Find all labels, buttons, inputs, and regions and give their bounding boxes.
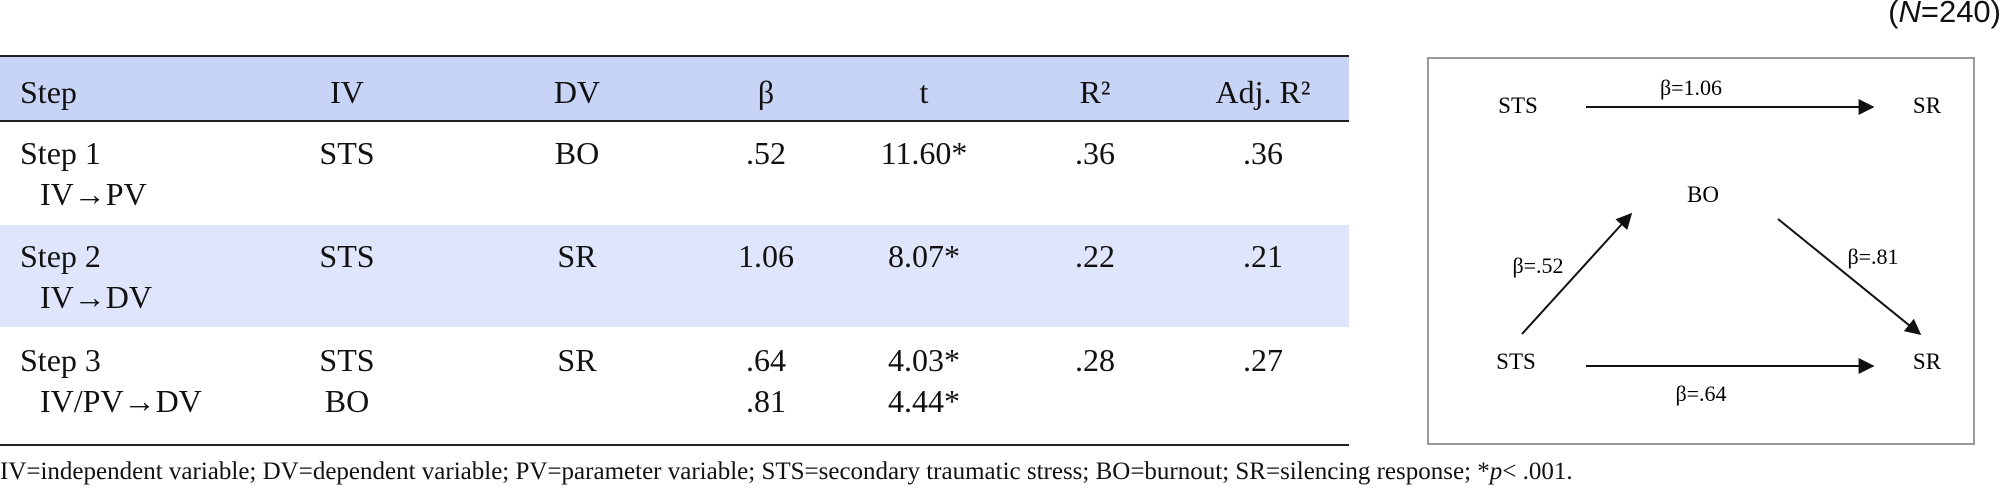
column-header: IV — [330, 74, 364, 110]
arrow — [1521, 212, 1633, 335]
edge-label: β=.64 — [1675, 381, 1726, 406]
table-cell: Step 3 — [20, 342, 101, 378]
table-cell: .28 — [1075, 342, 1115, 378]
column-header: β — [757, 74, 775, 110]
mediation-diagram: STS SR BO STS SR β=1.06 β=.52 β=.81 β=.6… — [1427, 57, 1975, 445]
table-cell: .36 — [1243, 135, 1283, 171]
table-cell: 11.60* — [880, 135, 968, 171]
table-cell: .81 — [746, 383, 786, 419]
table-cell: Step 2 — [20, 238, 101, 274]
header-rule — [0, 120, 1349, 122]
node-label: STS — [1498, 93, 1538, 118]
note-rest: =240) — [1920, 0, 2001, 29]
table-cell: .64 — [746, 342, 786, 378]
column-header: t — [919, 74, 929, 110]
bottom-rule — [0, 444, 1349, 446]
node-label: STS — [1496, 349, 1536, 374]
node-label: SR — [1913, 349, 1942, 374]
column-header: DV — [553, 74, 601, 110]
footnote: IV=independent variable; DV=dependent va… — [0, 458, 1573, 486]
table-cell: SR — [557, 238, 597, 274]
arrow — [1777, 218, 1922, 336]
edge-label: β=.52 — [1512, 253, 1563, 278]
table-cell: SR — [557, 342, 597, 378]
edge-label: β=1.06 — [1660, 75, 1722, 100]
footnote-italic: p — [1489, 458, 1503, 485]
table-cell: STS — [319, 342, 375, 378]
header-band — [0, 56, 1349, 121]
table-cell: .36 — [1075, 135, 1115, 171]
note-open: ( — [1888, 0, 1899, 29]
table-cell: .27 — [1243, 342, 1283, 378]
table-cell: IV/PV→DV — [40, 383, 202, 419]
edge-label: β=.81 — [1847, 244, 1898, 269]
table-cell: 8.07* — [888, 238, 960, 274]
column-header: Step — [20, 74, 77, 110]
footnote-rest: < .001. — [1502, 458, 1573, 485]
table-cell: IV→DV — [40, 279, 152, 315]
note-italic: N — [1898, 0, 1921, 29]
table-cell: BO — [554, 135, 600, 171]
table-cell: 1.06 — [738, 238, 794, 274]
table-cell: .22 — [1075, 238, 1115, 274]
node-label: SR — [1913, 93, 1942, 118]
table-cell: Step 1 — [20, 135, 101, 171]
table-cell: .21 — [1243, 238, 1283, 274]
table-cell: 4.44* — [888, 383, 960, 419]
row-band — [0, 225, 1349, 327]
table-cell: STS — [319, 238, 375, 274]
table-cell: STS — [319, 135, 375, 171]
table-cell: BO — [324, 383, 370, 419]
table-cell: IV→PV — [40, 176, 147, 212]
diagram-frame — [1427, 57, 1975, 445]
sample-size-note: (N=240) — [1888, 0, 2001, 30]
node-label: BO — [1687, 182, 1719, 207]
footnote-text: IV=independent variable; DV=dependent va… — [0, 458, 1490, 485]
table-cell: .52 — [746, 135, 786, 171]
column-header: R² — [1079, 74, 1111, 110]
table-cell: 4.03* — [888, 342, 960, 378]
column-header: Adj. R² — [1215, 74, 1311, 110]
top-rule — [0, 55, 1349, 57]
